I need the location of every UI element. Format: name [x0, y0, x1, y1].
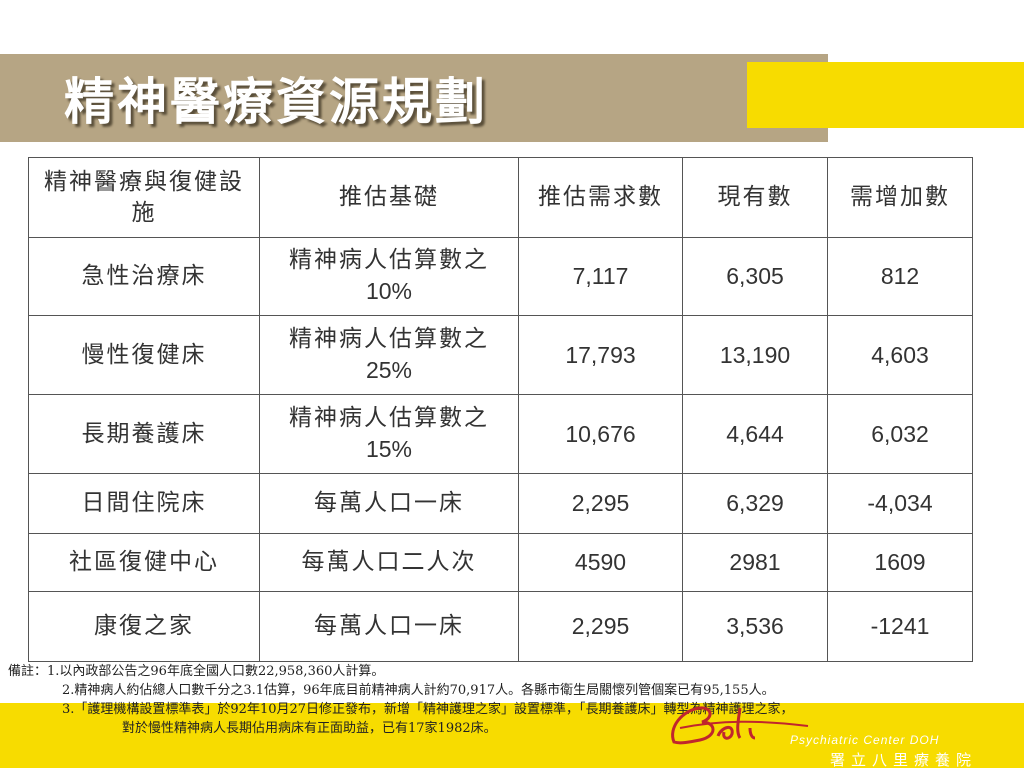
header-facility: 精神醫療與復健設施: [28, 157, 260, 238]
header-existing: 現有數: [682, 157, 828, 238]
logo-english-text: Psychiatric Center DOH: [790, 733, 940, 747]
title-accent-box: [747, 62, 1024, 128]
note-line-1: 備註：1.以內政部公告之96年底全國人口數22,958,360人計算。: [8, 664, 385, 679]
existing-cell: 4,644: [682, 394, 828, 474]
basis-cell: 精神病人估算數之 15%: [259, 394, 519, 474]
table-row: 急性治療床 精神病人估算數之 10% 7,117 6,305 812: [28, 237, 973, 316]
note-line-3: 3.「護理機構設置標準表」於92年10月27日修正發布，新增「精神護理之家」設置…: [62, 702, 794, 717]
increase-cell: 1609: [827, 533, 973, 592]
bali-logo-icon: [671, 706, 809, 745]
basis-percent: 15%: [365, 435, 413, 462]
existing-cell: 13,190: [682, 315, 828, 395]
footnotes: 備註：1.以內政部公告之96年底全國人口數22,958,360人計算。 2.精神…: [8, 662, 794, 738]
table-row: 社區復健中心 每萬人口二人次 4590 2981 1609: [28, 533, 973, 592]
demand-cell: 2,295: [518, 591, 683, 662]
basis-text: 精神病人估算數之: [289, 404, 489, 431]
basis-cell: 精神病人估算數之 10%: [259, 237, 519, 316]
basis-cell: 精神病人估算數之 25%: [259, 315, 519, 395]
facility-cell: 日間住院床: [28, 473, 260, 534]
table-header-row: 精神醫療與復健設施 推估基礎 推估需求數 現有數 需增加數: [28, 157, 973, 238]
basis-cell: 每萬人口二人次: [259, 533, 519, 592]
demand-cell: 10,676: [518, 394, 683, 474]
increase-cell: 6,032: [827, 394, 973, 474]
note-line-2: 2.精神病人約佔總人口數千分之3.1估算，96年底目前精神病人計約70,917人…: [62, 683, 775, 698]
existing-cell: 2981: [682, 533, 828, 592]
increase-cell: 4,603: [827, 315, 973, 395]
header-basis: 推估基礎: [259, 157, 519, 238]
increase-cell: -4,034: [827, 473, 973, 534]
demand-cell: 4590: [518, 533, 683, 592]
demand-cell: 7,117: [518, 237, 683, 316]
footer-band: [0, 703, 1024, 745]
table-row: 長期養護床 精神病人估算數之 15% 10,676 4,644 6,032: [28, 394, 973, 474]
existing-cell: 3,536: [682, 591, 828, 662]
facility-cell: 長期養護床: [28, 394, 260, 474]
existing-cell: 6,305: [682, 237, 828, 316]
logo-chinese-text: 署立八里療養院: [830, 751, 978, 769]
table-row: 慢性復健床 精神病人估算數之 25% 17,793 13,190 4,603: [28, 315, 973, 395]
basis-cell: 每萬人口一床: [259, 473, 519, 534]
note-line-4: 對於慢性精神病人長期佔用病床有正面助益，已有17家1982床。: [122, 721, 497, 736]
facility-cell: 康復之家: [28, 591, 260, 662]
demand-cell: 2,295: [518, 473, 683, 534]
basis-percent: 10%: [365, 278, 413, 304]
basis-percent: 25%: [365, 356, 413, 383]
basis-text: 精神病人估算數之: [289, 247, 489, 273]
header-demand: 推估需求數: [518, 157, 683, 238]
existing-cell: 6,329: [682, 473, 828, 534]
demand-cell: 17,793: [518, 315, 683, 395]
basis-text: 精神病人估算數之: [289, 325, 489, 352]
footer-bottom-band: [0, 745, 1024, 768]
table-row: 日間住院床 每萬人口一床 2,295 6,329 -4,034: [28, 473, 973, 534]
title-banner: [0, 54, 828, 142]
table-row: 康復之家 每萬人口一床 2,295 3,536 -1241: [28, 591, 973, 662]
header-increase: 需增加數: [827, 157, 973, 238]
facility-cell: 急性治療床: [28, 237, 260, 316]
resource-table: 精神醫療與復健設施 推估基礎 推估需求數 現有數 需增加數 急性治療床 精神病人…: [28, 157, 973, 662]
increase-cell: -1241: [827, 591, 973, 662]
facility-cell: 社區復健中心: [28, 533, 260, 592]
page-title: 精神醫療資源規劃: [64, 72, 488, 131]
basis-cell: 每萬人口一床: [259, 591, 519, 662]
facility-cell: 慢性復健床: [28, 315, 260, 395]
increase-cell: 812: [827, 237, 973, 316]
